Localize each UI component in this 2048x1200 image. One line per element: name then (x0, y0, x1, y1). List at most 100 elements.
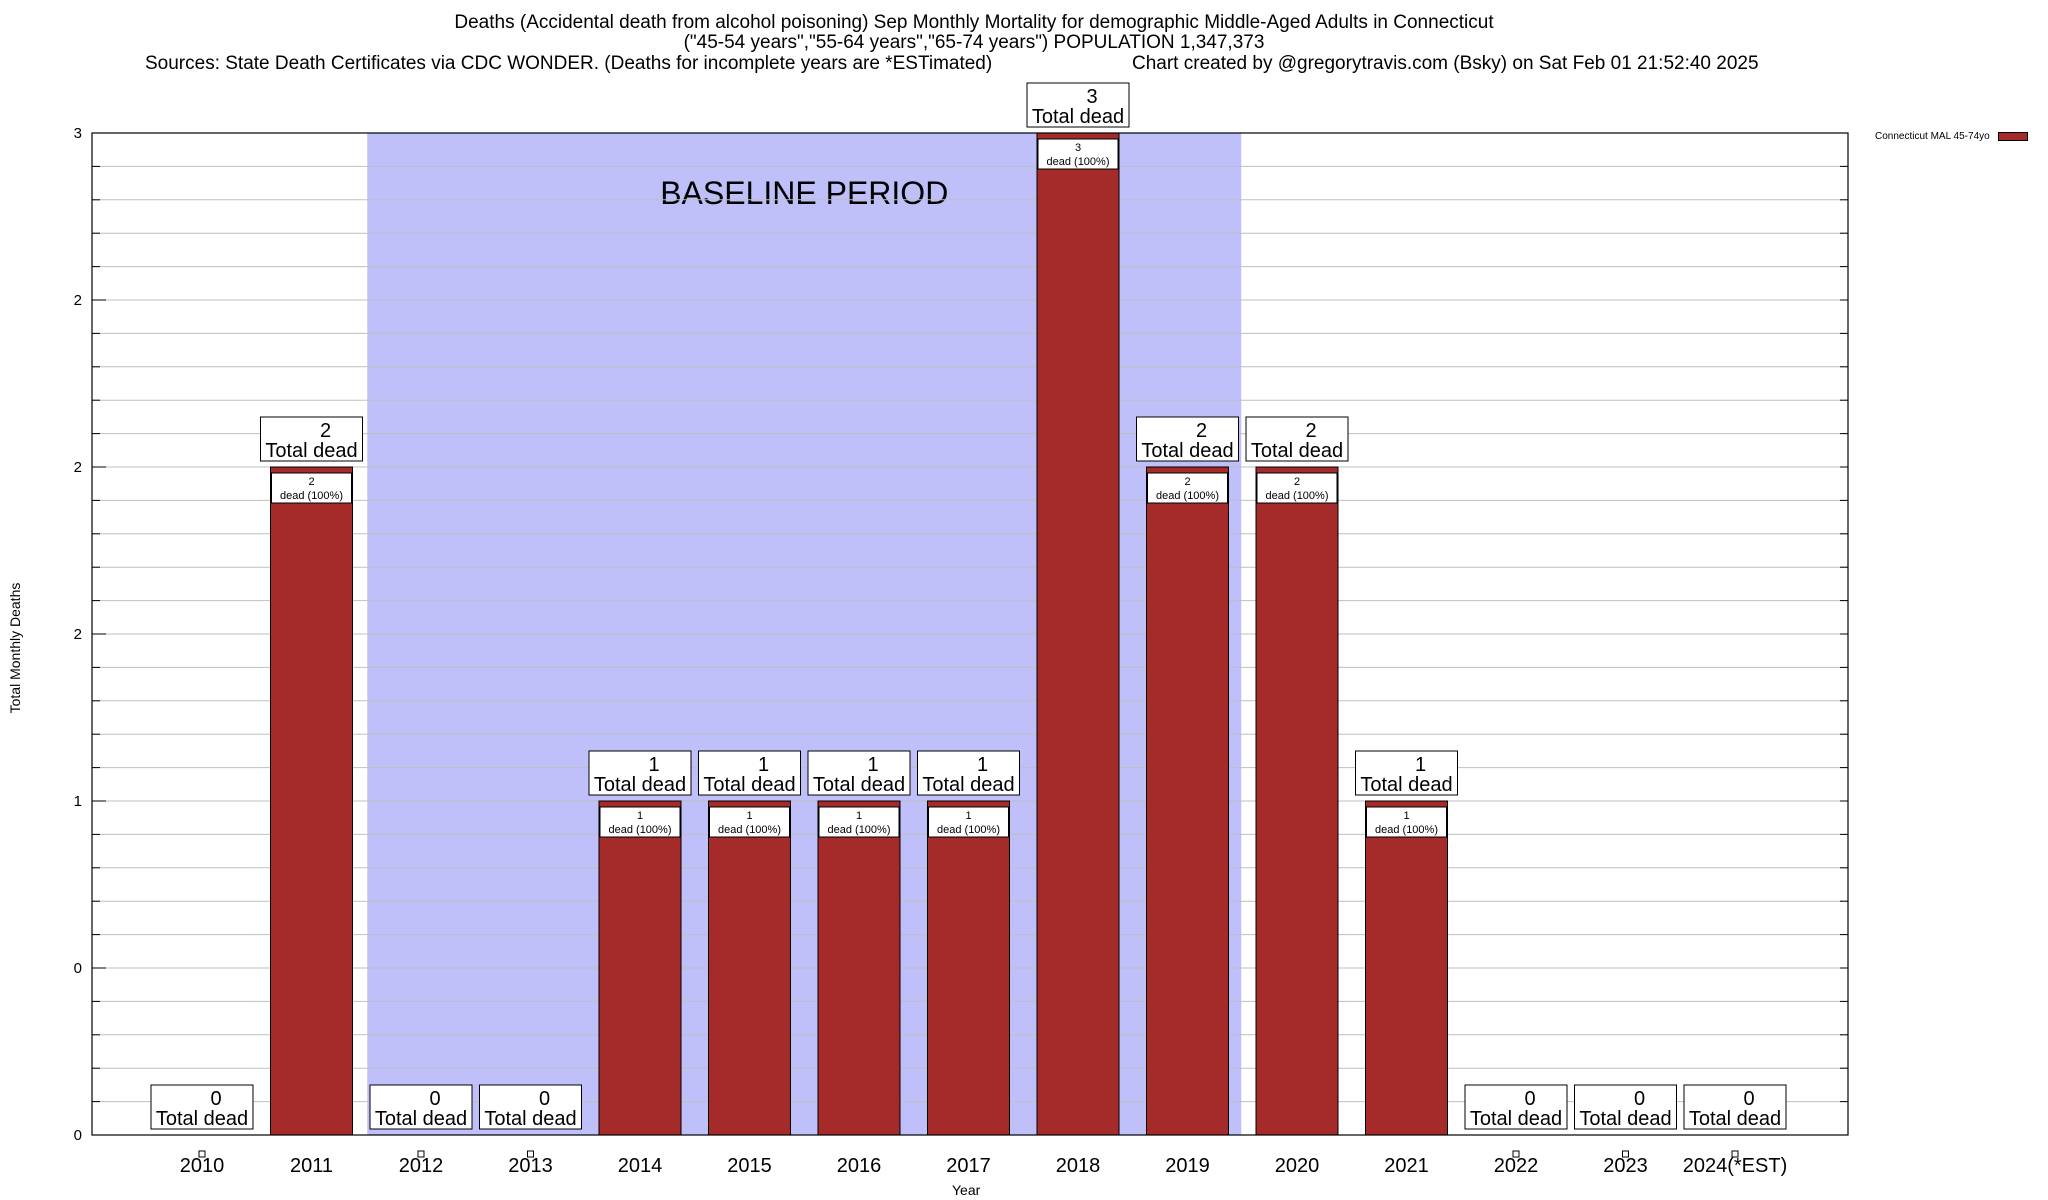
bar-percent-label: dead (100%) (1156, 490, 1219, 502)
bar (817, 800, 901, 1136)
total-value-label: 0 (1634, 1088, 1645, 1110)
total-label-box (1026, 82, 1130, 128)
x-tick-label: 2016 (837, 1155, 882, 1177)
total-caption-label: Total dead (1360, 774, 1452, 796)
total-caption-label: Total dead (1251, 440, 1343, 462)
x-tick-label: 2017 (946, 1155, 991, 1177)
bar-label-box (1366, 806, 1447, 838)
y-tick-label: 1 (74, 793, 82, 810)
bar-percent-label: dead (100%) (1266, 490, 1329, 502)
y-tick-label: 2 (74, 292, 82, 309)
bar-percent-label: dead (100%) (937, 824, 1000, 836)
total-caption-label: Total dead (484, 1108, 576, 1130)
y-tick-label: 3 (74, 125, 82, 142)
total-label-box (369, 1084, 473, 1130)
bar (1365, 800, 1448, 1136)
bar-value-label: 1 (1403, 810, 1409, 822)
x-tick-label: 2013 (508, 1155, 553, 1177)
x-tick-label: 2018 (1056, 1155, 1101, 1177)
bar (1146, 466, 1229, 1136)
total-caption-label: Total dead (1470, 1108, 1562, 1130)
legend-series-label: Connecticut MAL 45-74yo (1875, 131, 1990, 142)
bar-percent-label: dead (100%) (718, 824, 781, 836)
total-label-box (1683, 1084, 1787, 1130)
x-tick-label: 2020 (1275, 1155, 1320, 1177)
y-axis-label: Total Monthly Deaths (7, 582, 23, 714)
bar-value-label: 2 (1294, 476, 1300, 488)
bar (1255, 466, 1339, 1136)
bar-label-box (271, 472, 352, 504)
y-tick-label: 2 (74, 626, 82, 643)
baseline-label: BASELINE PERIOD (660, 175, 948, 211)
total-label-box (1464, 1084, 1568, 1130)
x-axis-label: Year (952, 1182, 981, 1198)
total-value-label: 1 (648, 754, 659, 776)
bar (270, 466, 353, 1136)
total-value-label: 1 (1415, 754, 1426, 776)
bar (927, 800, 1010, 1136)
bar (1036, 132, 1120, 1136)
total-caption-label: Total dead (1689, 1108, 1781, 1130)
total-label-box (150, 1084, 254, 1130)
chart-title-line-1: Deaths (Accidental death from alcohol po… (454, 12, 1494, 33)
total-label-box (588, 750, 692, 796)
chart-title-line-2: ("45-54 years","55-64 years","65-74 year… (683, 32, 1265, 53)
total-label-box (1355, 750, 1458, 796)
x-tick-label: 2015 (727, 1155, 772, 1177)
zero-marker (198, 1150, 206, 1158)
zero-marker (1731, 1150, 1739, 1158)
total-value-label: 2 (320, 420, 331, 442)
x-tick-label: 2012 (399, 1155, 444, 1177)
total-value-label: 1 (758, 754, 769, 776)
total-caption-label: Total dead (594, 774, 686, 796)
total-value-label: 2 (1196, 420, 1207, 442)
bar-value-label: 1 (856, 810, 862, 822)
total-value-label: 2 (1305, 420, 1316, 442)
total-value-label: 0 (429, 1088, 440, 1110)
legend-swatch (1997, 131, 2028, 141)
bar-label-box (709, 806, 790, 838)
bar-percent-label: dead (100%) (609, 824, 672, 836)
bar-value-label: 1 (746, 810, 752, 822)
total-value-label: 0 (1743, 1088, 1754, 1110)
x-tick-label: 2022 (1494, 1155, 1539, 1177)
bar-percent-label: dead (100%) (280, 490, 343, 502)
total-caption-label: Total dead (1141, 440, 1233, 462)
plot-frame (91, 132, 1849, 1136)
bar-value-label: 3 (1075, 142, 1081, 154)
total-caption-label: Total dead (156, 1108, 248, 1130)
total-label-box (698, 750, 801, 796)
total-value-label: 1 (977, 754, 988, 776)
total-value-label: 0 (210, 1088, 221, 1110)
total-label-box (1574, 1084, 1677, 1130)
total-value-label: 1 (867, 754, 878, 776)
total-value-label: 0 (1524, 1088, 1535, 1110)
bar-label-box (818, 806, 900, 838)
bar-label-box (1256, 472, 1338, 504)
x-tick-label: 2021 (1384, 1155, 1429, 1177)
total-label-box (479, 1084, 582, 1130)
total-caption-label: Total dead (813, 774, 905, 796)
bar-percent-label: dead (100%) (828, 824, 891, 836)
bar (598, 800, 682, 1136)
x-tick-label: 2014 (618, 1155, 663, 1177)
chart-credit-line: Chart created by @gregorytravis.com (Bsk… (1132, 53, 1759, 74)
zero-marker (527, 1150, 534, 1158)
total-caption-label: Total dead (1579, 1108, 1671, 1130)
total-caption-label: Total dead (1032, 106, 1124, 128)
x-tick-label: 2024(*EST) (1683, 1155, 1788, 1177)
bar-label-box (599, 806, 681, 838)
bar-value-label: 1 (637, 810, 643, 822)
total-label-box (260, 416, 363, 462)
y-tick-label: 0 (74, 1127, 82, 1144)
x-tick-label: 2010 (180, 1155, 225, 1177)
total-label-box (807, 750, 911, 796)
x-tick-label: 2019 (1165, 1155, 1210, 1177)
chart-sources-line: Sources: State Death Certificates via CD… (145, 53, 993, 74)
bar-label-box (1147, 472, 1228, 504)
total-caption-label: Total dead (922, 774, 1014, 796)
total-label-box (917, 750, 1020, 796)
x-tick-label: 2011 (290, 1155, 333, 1177)
y-tick-label: 0 (74, 960, 82, 977)
